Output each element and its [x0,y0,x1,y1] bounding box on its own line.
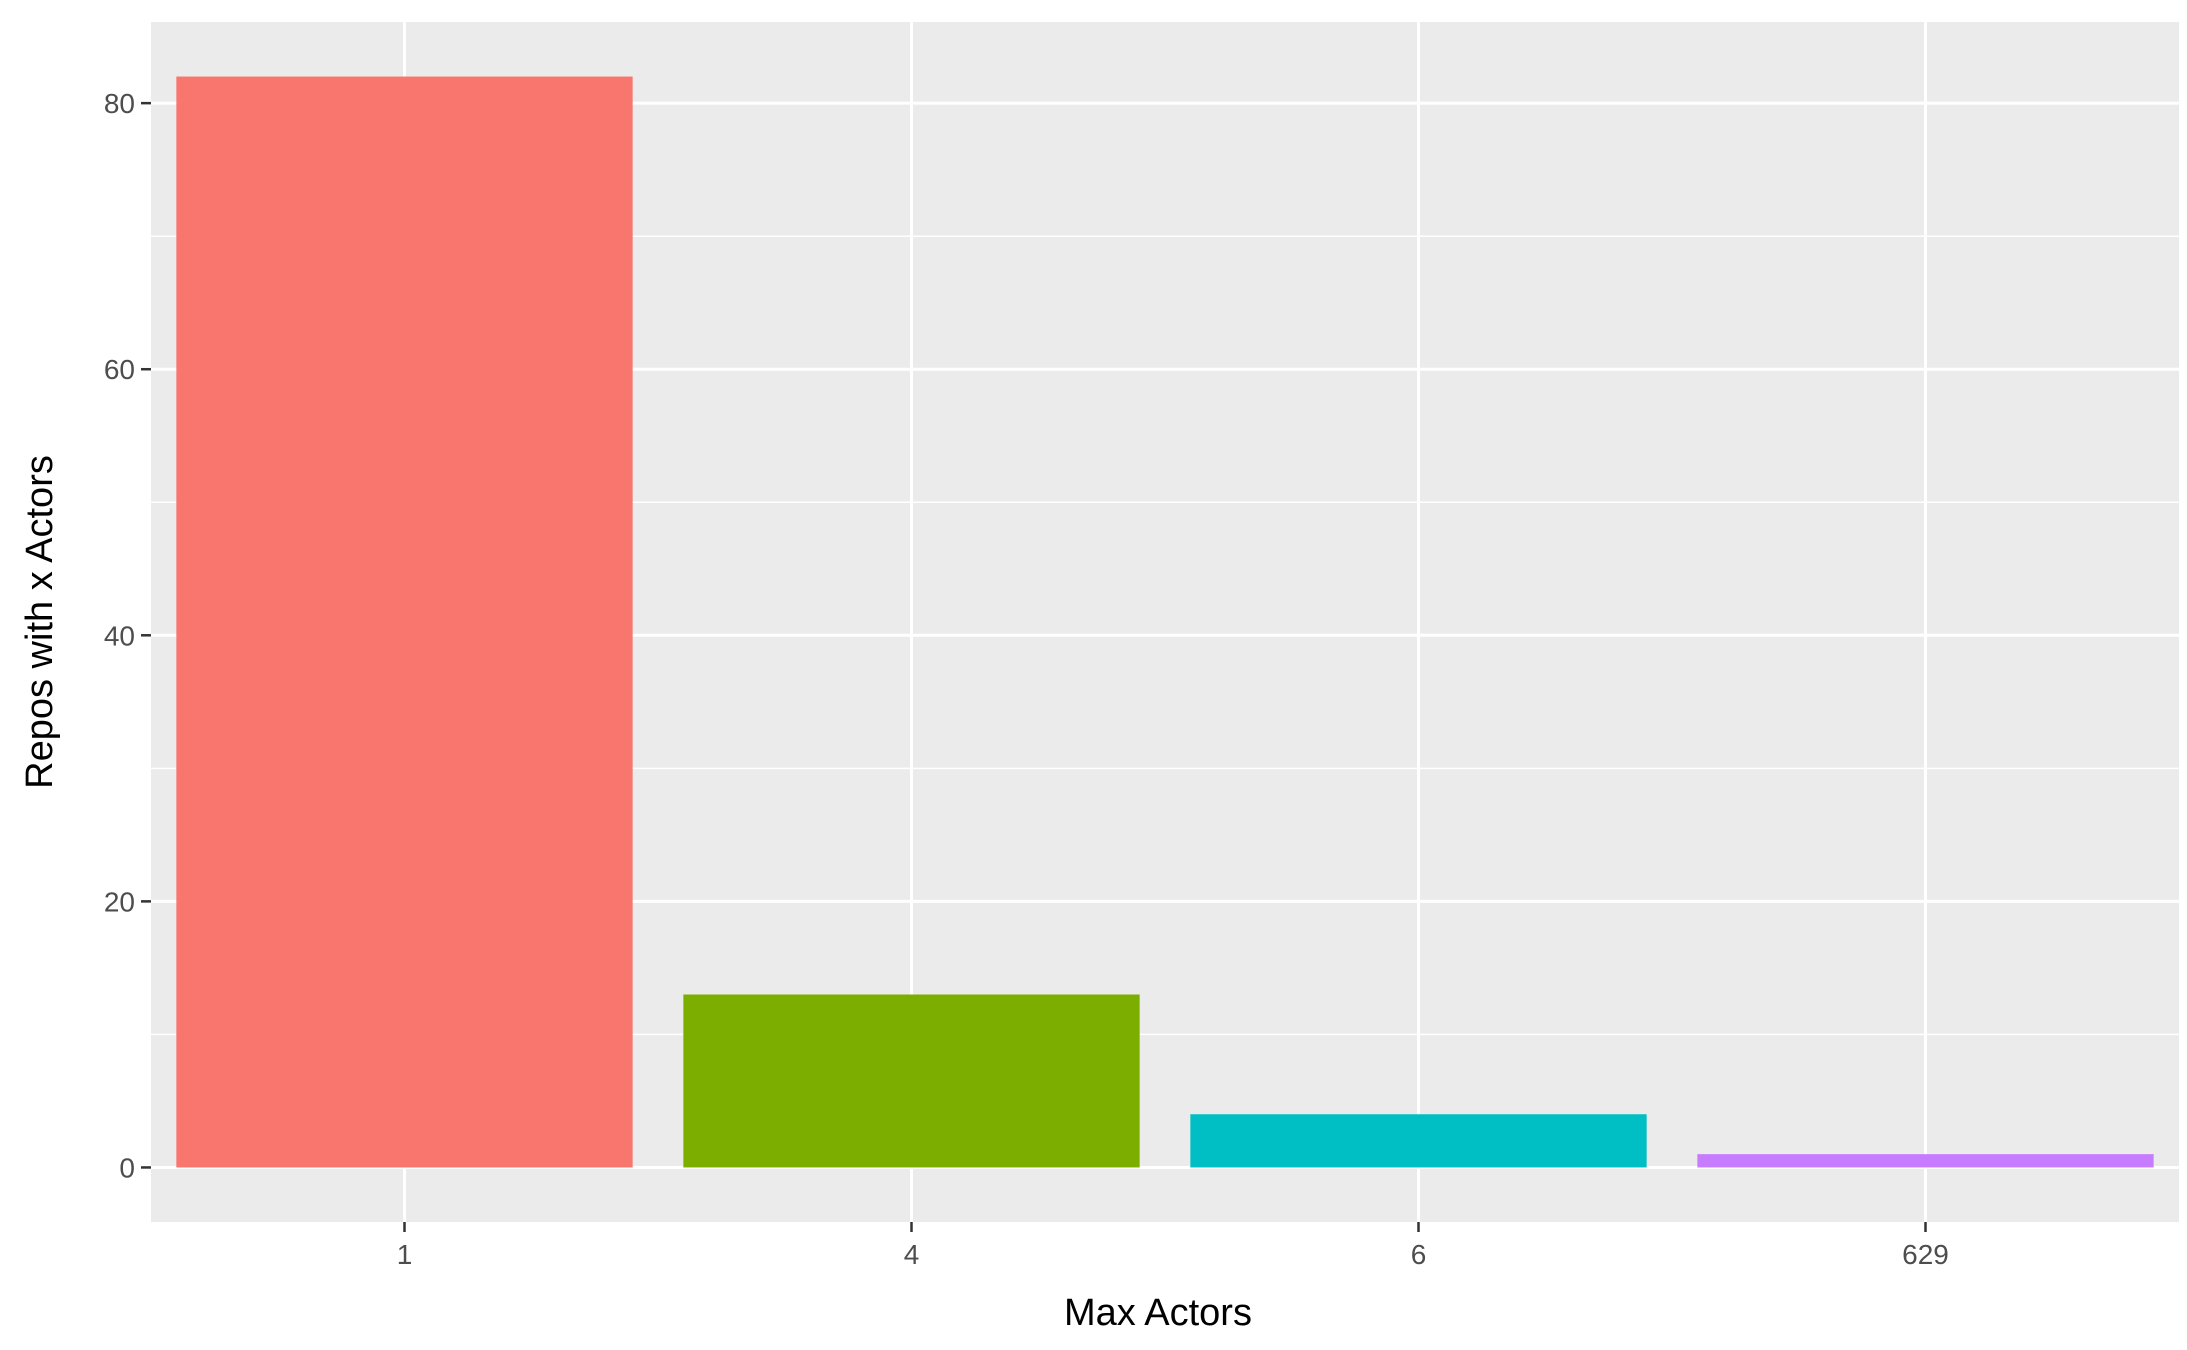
bar-6 [1190,1114,1647,1168]
x-tick-label: 629 [1902,1239,1949,1270]
y-tick-label: 60 [104,354,135,385]
bar-1 [176,76,633,1168]
bar-4 [683,994,1140,1168]
y-tick-label: 80 [104,88,135,119]
y-tick-label: 40 [104,620,135,651]
y-tick-label: 20 [104,886,135,917]
bars [176,76,2154,1168]
y-tick-label: 0 [119,1152,135,1183]
x-tick-label: 4 [904,1239,920,1270]
y-axis-title: Repos with x Actors [19,455,61,789]
x-tick-label: 1 [397,1239,413,1270]
x-axis: 1 4 6 629 [397,1222,1949,1270]
bar-629 [1697,1154,2154,1168]
x-axis-title: Max Actors [1064,1292,1252,1334]
x-tick-label: 6 [1411,1239,1427,1270]
y-axis: 0 20 40 60 80 [104,88,151,1183]
